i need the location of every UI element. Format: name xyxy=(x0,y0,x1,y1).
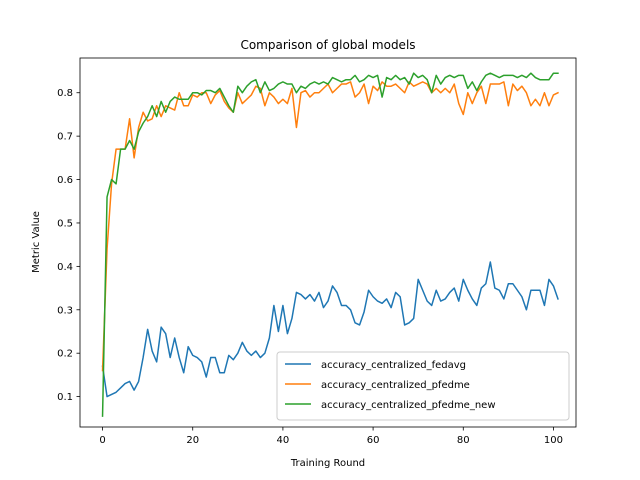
legend-label-1: accuracy_centralized_fedavg xyxy=(321,360,466,371)
x-tick-label: 60 xyxy=(367,435,380,446)
y-axis-title: Metric Value xyxy=(31,211,42,273)
legend-box xyxy=(276,351,570,421)
axes-frame xyxy=(79,57,577,428)
y-tick-label: 0.3 xyxy=(57,305,73,316)
x-axis-title: Training Round xyxy=(290,458,365,469)
axes: 0 20 40 60 80 100 0.1 0.2 0.3 0.4 0.5 0.6 0.7 0.8 xyxy=(57,57,577,446)
x-tick-label: 20 xyxy=(186,435,199,446)
y-tick-label: 0.8 xyxy=(57,88,73,99)
y-tick-label: 0.2 xyxy=(57,349,73,360)
y-tick-label: 0.1 xyxy=(57,392,73,403)
legend: accuracy_centralized_fedavg accuracy_cent… xyxy=(276,351,570,421)
y-tick-label: 0.5 xyxy=(57,218,73,229)
y-tick-label: 0.4 xyxy=(57,262,73,273)
chart-title: Comparison of global models xyxy=(240,38,415,52)
x-tick-label: 0 xyxy=(99,435,105,446)
series-line-2 xyxy=(101,81,559,372)
y-tick-label: 0.7 xyxy=(57,132,73,143)
plot-area xyxy=(101,72,559,417)
y-tick-label: 0.6 xyxy=(57,175,73,186)
legend-label-3: accuracy_centralized_pfedme_new xyxy=(321,400,496,411)
legend-label-2: accuracy_centralized_pfedme xyxy=(321,380,470,391)
x-tick-label: 40 xyxy=(277,435,290,446)
x-tick-label: 100 xyxy=(544,435,563,446)
series-line-1 xyxy=(101,261,559,398)
x-tick-label: 80 xyxy=(457,435,470,446)
series-line-3 xyxy=(101,72,559,417)
